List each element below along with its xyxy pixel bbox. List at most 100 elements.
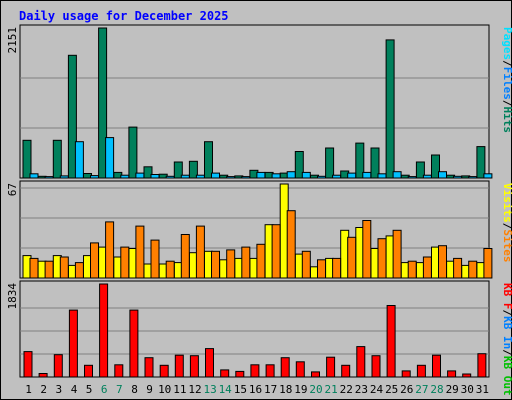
bar-sites-day-13 [211,250,220,279]
bar-hits-day-28 [431,154,440,179]
bar-kb-f-day-16 [250,364,260,378]
bar-sites-day-12 [195,225,205,279]
y-max-label: 67 [6,183,19,196]
series-legend-bottom: KB F/KB In/KB Out [501,283,512,396]
bar-hits-day-27 [415,161,425,179]
bar-sites-day-22 [347,236,357,279]
legend-part: / [501,310,512,317]
bar-files-day-31 [483,173,493,179]
bar-files-day-21 [332,174,342,179]
bar-sites-day-1 [29,257,39,279]
x-tick-day-5: 5 [86,383,93,396]
bar-sites-day-25 [392,229,402,279]
bar-kb-f-day-12 [189,355,199,378]
x-tick-day-4: 4 [71,383,78,396]
bar-hits-day-19 [294,151,304,179]
bar-kb-f-day-22 [341,364,351,378]
bar-files-day-9 [150,174,160,179]
bar-hits-day-6 [98,27,108,179]
y-max-label: 2151 [6,27,19,54]
x-tick-day-26: 26 [400,383,413,396]
panel-plot-area [19,24,490,179]
legend-part: KB In [501,316,512,349]
bar-sites-day-11 [180,234,190,279]
x-tick-day-15: 15 [234,383,247,396]
bar-sites-day-16 [256,243,266,279]
x-tick-day-8: 8 [131,383,138,396]
x-tick-day-22: 22 [340,383,353,396]
bar-kb-f-day-24 [371,355,381,378]
bar-files-day-3 [59,175,69,179]
x-tick-day-17: 17 [264,383,277,396]
x-tick-day-13: 13 [203,383,216,396]
bar-hits-day-24 [370,147,380,179]
bar-kb-f-day-6 [99,283,109,378]
x-tick-day-3: 3 [55,383,62,396]
bar-sites-day-30 [468,260,478,279]
bar-sites-day-23 [362,220,372,279]
bar-kb-f-day-26 [401,370,411,378]
legend-part: / [501,100,512,107]
bar-files-day-17 [271,173,281,179]
x-tick-day-9: 9 [146,383,153,396]
bar-sites-day-18 [286,210,296,279]
bar-kb-f-day-11 [174,354,184,378]
bar-files-day-27 [422,174,432,179]
bar-sites-day-9 [150,239,160,279]
bar-files-day-26 [407,176,417,179]
bar-kb-f-day-4 [68,309,78,378]
legend-part: Sites [501,229,512,262]
bar-sites-day-10 [165,260,175,279]
bar-hits-day-21 [325,147,335,179]
bar-hits-day-4 [67,54,77,179]
bar-files-day-18 [286,171,296,179]
bar-sites-day-6 [105,221,115,279]
bar-kb-f-day-20 [311,371,320,378]
bar-kb-f-day-7 [114,364,124,378]
bar-kb-f-day-31 [477,353,487,378]
bar-kb-f-day-10 [159,364,169,378]
bar-kb-f-day-23 [356,346,366,378]
legend-part: Hits [501,107,512,134]
legend-part: Files [501,67,512,100]
bar-kb-f-day-18 [280,357,290,378]
bar-files-day-28 [438,171,447,179]
bar-files-day-24 [377,173,387,179]
bar-hits-day-3 [52,139,62,179]
bar-files-day-14 [226,176,236,179]
bar-sites-day-31 [483,248,493,279]
bar-sites-day-4 [74,262,84,279]
bar-hits-day-23 [355,142,365,179]
bar-files-day-20 [317,175,326,179]
legend-part: / [501,60,512,67]
bar-kb-f-day-15 [235,370,245,378]
x-tick-day-12: 12 [188,383,201,396]
bar-kb-f-day-9 [144,357,154,378]
bar-files-day-7 [120,174,130,179]
bar-files-day-15 [241,176,251,179]
x-tick-day-30: 30 [461,383,474,396]
bar-hits-day-13 [204,141,213,179]
x-tick-day-24: 24 [370,383,384,396]
x-tick-day-25: 25 [385,383,398,396]
bar-files-day-29 [453,175,463,179]
bar-files-day-25 [392,171,402,179]
bar-hits-day-11 [173,161,183,179]
bar-kb-f-day-28 [432,354,441,378]
bar-sites-day-2 [44,260,54,279]
panel-middle: 67 Visits/Sites [6,180,512,279]
bar-sites-day-3 [59,256,69,279]
x-tick-day-31: 31 [476,383,489,396]
x-tick-day-18: 18 [279,383,292,396]
bar-sites-day-27 [422,256,432,279]
bar-kb-f-day-19 [295,361,305,378]
bar-sites-day-8 [135,225,145,279]
x-axis: 1 2 3 4 5 6 7 8 9 10 11 12 13 14 15 16 17 18 19 20 21 22 23 24 2… [25,383,489,396]
bar-kb-f-day-29 [447,370,457,378]
bar-files-day-22 [347,172,357,179]
bar-sites-day-28 [438,245,447,279]
x-tick-day-28: 28 [430,383,443,396]
x-tick-day-16: 16 [249,383,262,396]
bar-kb-f-day-8 [129,309,139,378]
